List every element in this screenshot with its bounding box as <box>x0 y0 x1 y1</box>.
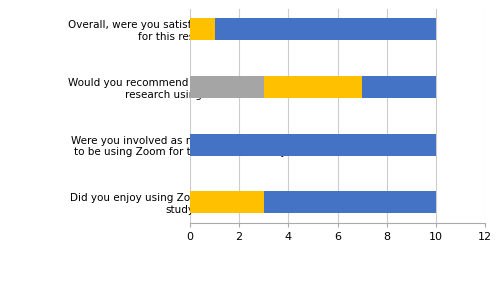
Bar <box>190 191 264 213</box>
Bar <box>190 134 436 156</box>
Bar <box>190 76 264 98</box>
Bar <box>190 18 214 40</box>
Bar <box>362 76 436 98</box>
Bar <box>214 18 436 40</box>
Bar <box>264 76 362 98</box>
Bar <box>264 191 436 213</box>
